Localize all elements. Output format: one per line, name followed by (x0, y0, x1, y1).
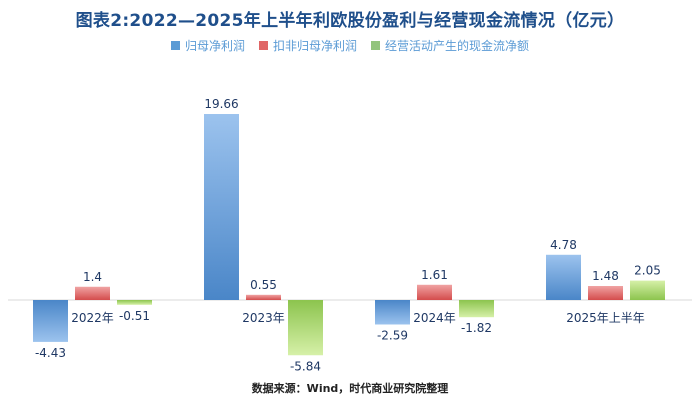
legend-label-series-1: 归母净利润 (184, 39, 245, 53)
category-label-4: 2025年上半年 (566, 311, 645, 325)
bar-series-1-3 (375, 300, 410, 325)
data-label-series-2-1: 1.4 (83, 270, 102, 284)
legend-swatch-series-2 (258, 41, 268, 50)
data-label-series-1-4: 4.78 (550, 238, 577, 252)
bar-series-2-4 (588, 285, 623, 300)
bar-series-3-3 (459, 300, 494, 318)
data-label-series-2-4: 1.48 (592, 269, 619, 283)
bar-series-3-4 (630, 280, 665, 300)
chart-legend: 归母净利润 扣非归母净利润 经营活动产生的现金流净额 (0, 37, 700, 54)
data-label-series-2-3: 1.61 (421, 268, 448, 282)
data-label-series-1-2: 19.66 (204, 97, 238, 111)
legend-label-series-2: 扣非归母净利润 (272, 39, 357, 53)
bar-series-2-1 (75, 286, 110, 300)
data-label-series-3-4: 2.05 (634, 264, 661, 278)
data-label-series-1-3: -2.59 (377, 329, 408, 343)
bar-series-2-2 (246, 294, 281, 300)
bar-series-3-2 (288, 300, 323, 356)
bar-series-1-4 (546, 254, 581, 300)
data-label-series-3-2: -5.84 (290, 359, 321, 373)
legend-item-series-2: 扣非归母净利润 (258, 37, 357, 54)
bar-series-1-2 (204, 114, 239, 300)
bar-series-1-1 (33, 300, 68, 342)
bar-series-2-3 (417, 284, 452, 300)
data-label-series-2-2: 0.55 (250, 278, 277, 292)
category-label-1: 2022年 (71, 311, 114, 325)
bar-series-3-1 (117, 300, 152, 305)
legend-item-series-1: 归母净利润 (170, 37, 245, 54)
legend-item-series-3: 经营活动产生的现金流净额 (371, 37, 529, 54)
legend-swatch-series-1 (170, 41, 180, 50)
data-label-series-1-1: -4.43 (35, 346, 66, 360)
source-note: 数据来源：Wind，时代商业研究院整理 (251, 382, 449, 395)
legend-swatch-series-3 (371, 41, 380, 50)
data-label-series-3-1: -0.51 (119, 309, 150, 323)
data-label-series-3-3: -1.82 (461, 321, 492, 335)
category-label-3: 2024年 (413, 311, 456, 325)
chart-title: 图表2:2022—2025年上半年利欧股份盈利与经营现金流情况（亿元） (75, 11, 625, 31)
legend-label-series-3: 经营活动产生的现金流净额 (385, 39, 530, 53)
category-label-2: 2023年 (242, 311, 285, 325)
